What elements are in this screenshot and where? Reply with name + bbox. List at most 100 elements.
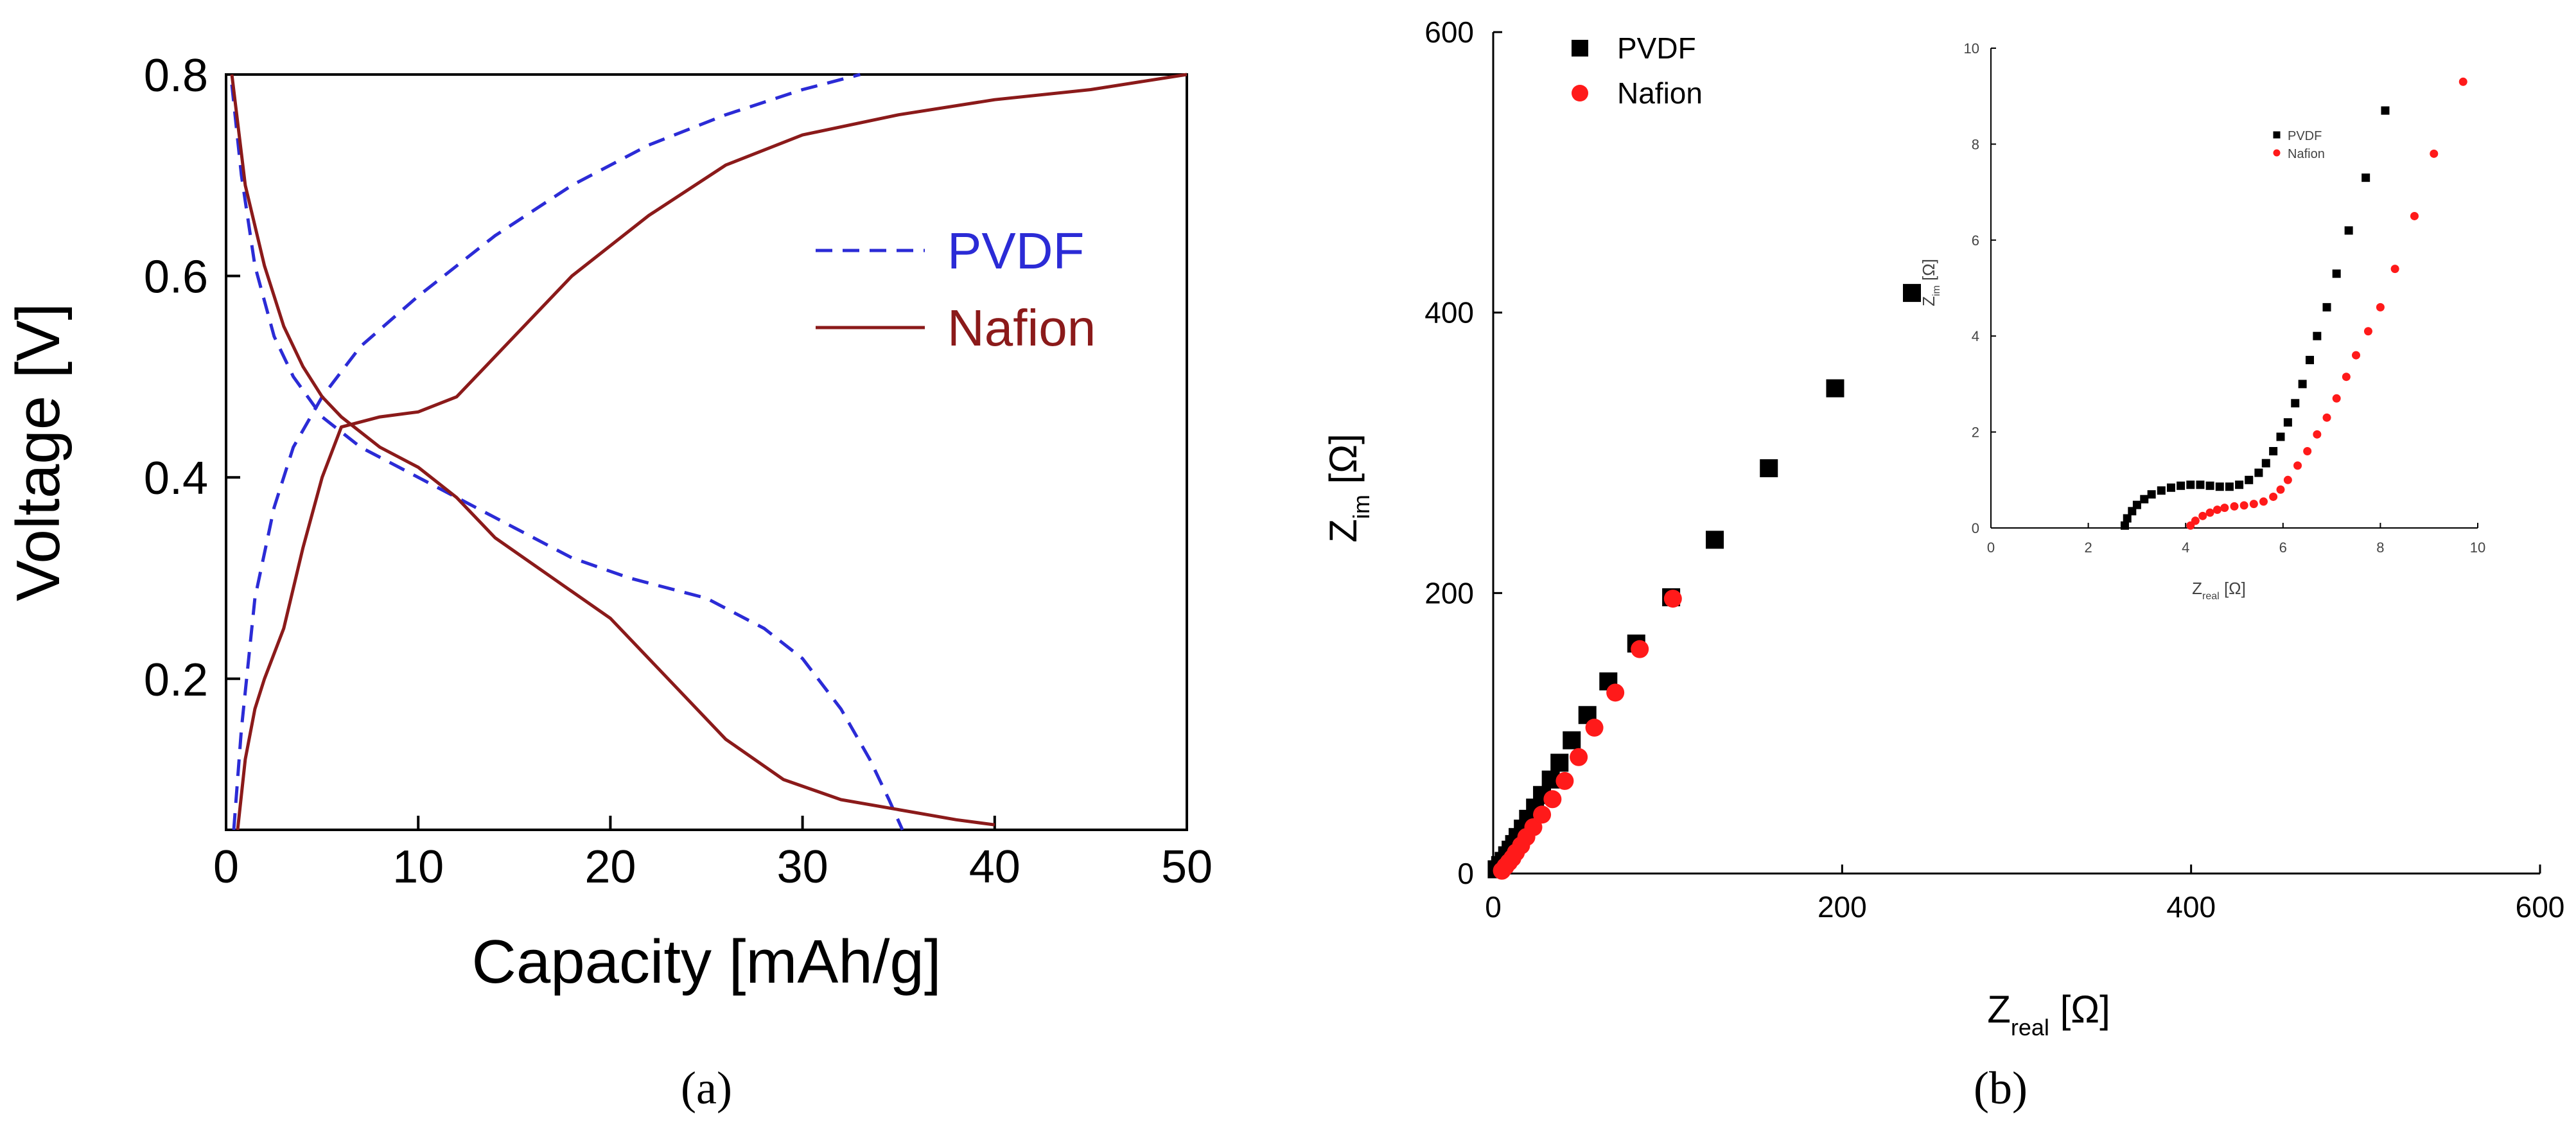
inset-x-axis-label: Zreal [Ω]: [2192, 579, 2246, 602]
inset-series-nafion-point: [2205, 508, 2214, 517]
inset-legend-nafion-label: Nafion: [2288, 147, 2325, 161]
inset-series-pvdf-point: [2225, 482, 2234, 491]
inset-series-pvdf-point: [2291, 399, 2300, 408]
panel-b-x-axis-label: Zreal [Ω]: [1987, 988, 2110, 1041]
inset-series-nafion-point: [2283, 475, 2292, 484]
inset-series-nafion-point: [2313, 430, 2322, 439]
panel-b-y-axis-label: Zim [Ω]: [1322, 434, 1374, 543]
series-pvdf-line-0: [230, 84, 904, 831]
panel-b-x-axis-label-unit: [Ω]: [2049, 988, 2110, 1031]
inset-series-pvdf-point: [2245, 475, 2254, 484]
inset-y-tick-label: 6: [1972, 233, 1979, 249]
inset-x-tick-label: 0: [1987, 540, 1995, 556]
inset-series-pvdf-point: [2269, 446, 2278, 455]
inset-y-axis-label-main: Z: [1919, 296, 1938, 306]
legend-pvdf-label: PVDF: [1617, 31, 1696, 65]
legend-pvdf-marker: [1572, 40, 1588, 57]
series-pvdf-point: [1550, 753, 1569, 772]
inset-series-nafion-point: [2212, 505, 2221, 514]
series-nafion-point: [1663, 590, 1682, 608]
panel-b-y-tick-label: 600: [1424, 15, 1474, 49]
inset-series-nafion-point: [2259, 497, 2268, 506]
inset-x-axis-label-sub: real: [2202, 591, 2220, 602]
panel-b-x-tick-label: 600: [2516, 890, 2565, 924]
panel-b-x-tick-label: 0: [1485, 890, 1502, 924]
inset-series-nafion-point: [2191, 516, 2200, 525]
series-nafion-point: [1543, 790, 1562, 809]
inset-y-axis-label-sub: im: [1931, 285, 1942, 296]
series-pvdf-point: [1563, 731, 1581, 750]
inset-x-tick-label: 8: [2376, 540, 2384, 556]
series-nafion-point: [1631, 640, 1649, 658]
inset-series-nafion-point: [2332, 394, 2341, 403]
panel-a-x-axis-label: Capacity [mAh/g]: [472, 927, 942, 996]
panel-b-x-tick-label: 200: [1818, 890, 1867, 924]
panel-b-y-tick-label: 0: [1457, 857, 1474, 890]
panel-a-x-tick-label: 10: [392, 841, 444, 893]
panel-b-y-axis-label-sub: im: [1348, 495, 1374, 519]
inset-x-tick-label: 4: [2182, 540, 2189, 556]
panel-b-y-tick-label: 200: [1424, 576, 1474, 610]
inset-series-nafion-point: [2239, 501, 2248, 510]
inset-legend-pvdf-label: PVDF: [2288, 129, 2322, 143]
panel-a-y-tick-label: 0.4: [144, 453, 208, 504]
inset-series-pvdf-point: [2381, 106, 2390, 115]
panel-a-y-tick-label: 0.6: [144, 252, 208, 303]
inset-series-nafion-point: [2198, 511, 2207, 520]
panel-a-x-tick-label: 40: [969, 841, 1021, 893]
inset-series-pvdf-point: [2166, 483, 2175, 492]
panel-a-y-tick-label: 0.2: [144, 654, 208, 706]
inset-series-pvdf-point: [2283, 418, 2292, 427]
inset-y-axis-label: Zim [Ω]: [1919, 259, 1942, 306]
inset-series-nafion-point: [2276, 485, 2285, 494]
legend-nafion-marker: [1572, 85, 1588, 101]
panel-b-x-axis-label-sub: real: [2011, 1014, 2049, 1041]
panel-b-label: (b): [1974, 1062, 2028, 1114]
inset-x-tick-label: 2: [2084, 540, 2092, 556]
inset-series-pvdf-point: [2123, 514, 2132, 523]
panel-a-x-tick-label: 50: [1161, 841, 1213, 893]
legend-nafion-label: Nafion: [1617, 76, 1703, 110]
inset-series-pvdf-point: [2313, 331, 2322, 340]
inset-series-pvdf-point: [2157, 486, 2166, 495]
inset-y-axis-label-unit: [Ω]: [1919, 259, 1938, 285]
series-nafion-line-1: [236, 73, 1187, 830]
panel-a-x-tick-label: 20: [584, 841, 636, 893]
inset-series-nafion-point: [2230, 502, 2239, 511]
inset-series-nafion-point: [2458, 77, 2467, 86]
inset-series-pvdf-point: [2147, 490, 2156, 499]
inset-series-pvdf-point: [2177, 481, 2186, 490]
inset-series-nafion-point: [2269, 492, 2278, 501]
inset-series-pvdf-point: [2205, 481, 2214, 490]
panel-b-y-tick-label: 400: [1424, 296, 1474, 329]
panel-a-voltage-chart: 0 10 20 30 40 50 0.2 0.4 0.6 0.8 Capacity [mAh/g] V…: [4, 50, 1213, 1114]
panel-a-y-axis-label: Voltage [V]: [4, 303, 73, 601]
inset-series-nafion-point: [2220, 504, 2229, 513]
series-pvdf-point: [1760, 459, 1778, 478]
panel-a-label: (a): [681, 1062, 732, 1114]
panel-a-x-tick-label: 0: [213, 841, 239, 893]
inset-y-tick-label: 0: [1972, 520, 1979, 536]
inset-x-tick-label: 6: [2279, 540, 2287, 556]
inset-series-pvdf-point: [2305, 356, 2314, 365]
series-nafion-point: [1524, 818, 1543, 836]
inset-series-pvdf-point: [2120, 521, 2129, 530]
panel-b-y-axis-label-main: Z: [1322, 519, 1365, 543]
inset-y-tick-label: 4: [1972, 328, 1979, 344]
inset-series-pvdf-point: [2261, 459, 2270, 468]
inset-series-nafion-point: [2249, 500, 2258, 509]
series-pvdf-point: [1903, 284, 1921, 303]
series-nafion-point: [1555, 771, 1574, 790]
series-pvdf-point: [1706, 531, 1724, 549]
series-pvdf-line-1: [232, 73, 861, 830]
legend-nafion-label: Nafion: [947, 299, 1096, 356]
legend-pvdf-label: PVDF: [947, 222, 1084, 279]
panel-a-y-tick-label: 0.8: [144, 50, 208, 101]
inset-series-nafion-point: [2322, 413, 2331, 422]
inset-series-pvdf-point: [2254, 468, 2263, 477]
series-nafion-line-0: [230, 74, 995, 827]
inset-series-pvdf-point: [2235, 480, 2244, 489]
